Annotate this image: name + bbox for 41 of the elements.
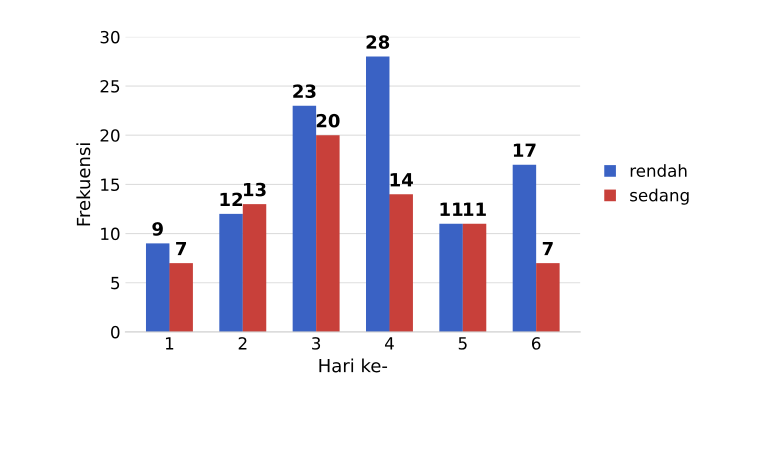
y-tick-label: 15 <box>101 178 120 191</box>
data-label: 28 <box>366 35 390 49</box>
data-label: 9 <box>152 222 163 236</box>
data-label: 11 <box>464 202 486 216</box>
data-label: 7 <box>542 242 553 256</box>
data-label: 11 <box>440 202 462 216</box>
bar <box>462 224 486 332</box>
data-label: 13 <box>244 182 266 196</box>
legend-label: sedang <box>630 188 689 205</box>
x-tick-label: 2 <box>238 337 246 350</box>
bar <box>146 243 170 332</box>
data-label: 20 <box>316 114 340 128</box>
data-label: 23 <box>293 84 316 98</box>
bar <box>169 263 193 332</box>
y-tick-label: 25 <box>100 80 120 93</box>
data-label: 14 <box>390 173 413 186</box>
x-axis-title: Hari ke- <box>319 358 388 372</box>
x-tick-label: 5 <box>458 337 467 350</box>
x-tick-label: 1 <box>166 337 174 350</box>
data-label: 12 <box>220 192 242 206</box>
y-tick-label: 20 <box>100 129 120 142</box>
bar <box>536 263 560 332</box>
bar <box>439 224 463 332</box>
bar <box>242 204 266 332</box>
y-tick-label: 30 <box>100 30 120 44</box>
bar <box>512 164 536 332</box>
bar <box>292 106 316 332</box>
bar <box>366 56 390 332</box>
y-tick-label: 5 <box>111 276 120 290</box>
x-tick-label: 4 <box>384 337 394 350</box>
y-tick-label: 0 <box>111 326 120 338</box>
bar <box>389 194 413 332</box>
legend-label: rendah <box>630 164 686 178</box>
x-tick-label: 3 <box>312 337 320 350</box>
bar <box>316 135 340 332</box>
y-axis-title: Frekuensi <box>76 143 90 226</box>
data-label: 7 <box>176 242 186 256</box>
bar <box>219 214 243 332</box>
x-tick-label: 6 <box>532 337 540 350</box>
data-label: 17 <box>514 144 536 157</box>
y-tick-label: 10 <box>101 228 120 240</box>
